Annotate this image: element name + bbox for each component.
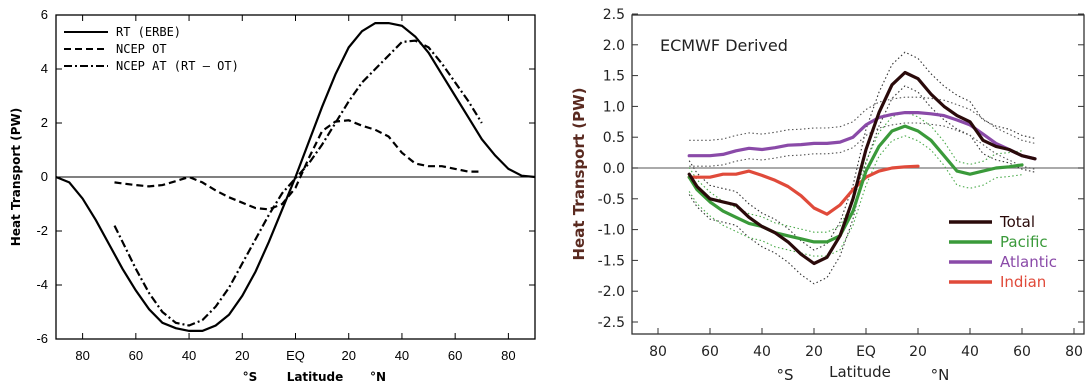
y-tick-labels: -2.5 -2.0 -1.5 -1.0 -0.5 0.0 0.5 1.0 1.5 2.0 2.5 — [598, 7, 625, 331]
north-hemisphere-label: °N — [931, 366, 950, 384]
y-tick-label: -2.5 — [598, 315, 625, 331]
y-tick-label: 2 — [41, 115, 48, 130]
y-tick-label: -1.5 — [598, 253, 625, 269]
uncertainty-lower — [688, 135, 1023, 257]
south-hemisphere-label: °S — [243, 370, 258, 384]
x-tick-label: 80 — [649, 344, 667, 360]
legend-label: Total — [999, 213, 1035, 231]
legend-label: Pacific — [1000, 233, 1048, 251]
south-hemisphere-label: °S — [776, 366, 793, 384]
series-line — [687, 111, 1037, 161]
y-axis-label: Heat Transport (PW) — [570, 87, 588, 260]
series-line — [687, 124, 1024, 244]
x-tick-label: 20 — [805, 344, 823, 360]
x-tick-label: 60 — [448, 348, 462, 363]
x-tick-label: 40 — [753, 344, 771, 360]
chart-ocean-atmosphere-transport: 80 60 40 20 EQ 20 40 60 80 -6 -4 -2 0 2 4 6 RT (ERBE) N… — [9, 7, 536, 384]
x-axis-label: Latitude — [287, 370, 344, 384]
x-tick-label: 80 — [501, 348, 515, 363]
legend: Total Pacific Atlantic Indian — [949, 213, 1057, 291]
chart-title: ECMWF Derived — [660, 36, 788, 55]
y-tick-label: -0.5 — [598, 192, 625, 208]
x-tick-label: 40 — [961, 344, 979, 360]
uncertainty-upper — [689, 96, 1036, 144]
y-tick-label: -4 — [36, 277, 48, 292]
x-tick-label: 40 — [395, 348, 409, 363]
y-tick-label: -2.0 — [598, 284, 625, 300]
x-tick-labels: 80 60 40 20 EQ 20 40 60 80 — [75, 348, 515, 363]
y-tick-label: 1.0 — [603, 99, 625, 115]
north-hemisphere-label: °N — [370, 370, 386, 384]
legend-label: Atlantic — [1000, 253, 1057, 271]
y-tick-label: 6 — [41, 7, 48, 22]
x-tick-label: EQ — [286, 348, 305, 363]
uncertainty-lower — [689, 122, 1036, 170]
x-tick-label: 20 — [341, 348, 355, 363]
y-tick-labels: -6 -4 -2 0 2 4 6 — [36, 7, 48, 346]
x-tick-label: 60 — [129, 348, 143, 363]
series-line — [114, 119, 482, 211]
legend-label: Indian — [1000, 273, 1046, 291]
x-tick-label: 60 — [701, 344, 719, 360]
y-tick-label: 0.5 — [603, 130, 625, 146]
series-line — [687, 164, 920, 216]
tick-marks — [56, 14, 535, 340]
y-tick-label: -1.0 — [598, 223, 625, 239]
x-tick-label: 60 — [1013, 344, 1031, 360]
y-tick-label: -2 — [36, 223, 48, 238]
x-tick-label: 40 — [182, 348, 196, 363]
x-tick-label: 20 — [909, 344, 927, 360]
y-tick-label: 1.5 — [603, 69, 625, 85]
y-tick-label: 0 — [41, 169, 48, 184]
series-lines — [55, 22, 536, 332]
x-tick-label: 80 — [1065, 344, 1083, 360]
legend: RT (ERBE) NCEP OT NCEP AT (RT – OT) — [64, 25, 239, 73]
chart-ecmwf-derived: 80 60 40 20 EQ 20 40 60 80 -2.5 -2.0 -1.5 -1.0 -0.5 0… — [570, 7, 1085, 384]
tick-marks — [632, 13, 1084, 334]
x-axis-label: Latitude — [829, 363, 891, 381]
plot-area-frame — [631, 14, 1085, 335]
x-tick-label: 80 — [75, 348, 89, 363]
y-tick-label: 0.0 — [603, 161, 625, 177]
series-lines — [687, 70, 1037, 266]
x-tick-label: EQ — [856, 344, 876, 360]
x-tick-label: 20 — [235, 348, 249, 363]
x-tick-labels: 80 60 40 20 EQ 20 40 60 80 — [649, 344, 1083, 360]
legend-label: NCEP OT — [116, 42, 167, 56]
y-tick-label: -6 — [36, 331, 48, 346]
y-axis-label: Heat Transport (PW) — [9, 108, 23, 246]
y-tick-label: 4 — [41, 61, 48, 76]
y-tick-label: 2.0 — [603, 38, 625, 54]
legend-label: RT (ERBE) — [116, 25, 181, 39]
uncertainty-upper — [688, 51, 1036, 251]
legend-label: NCEP AT (RT – OT) — [116, 59, 239, 73]
series-line — [687, 70, 1037, 266]
y-tick-label: 2.5 — [603, 7, 625, 23]
